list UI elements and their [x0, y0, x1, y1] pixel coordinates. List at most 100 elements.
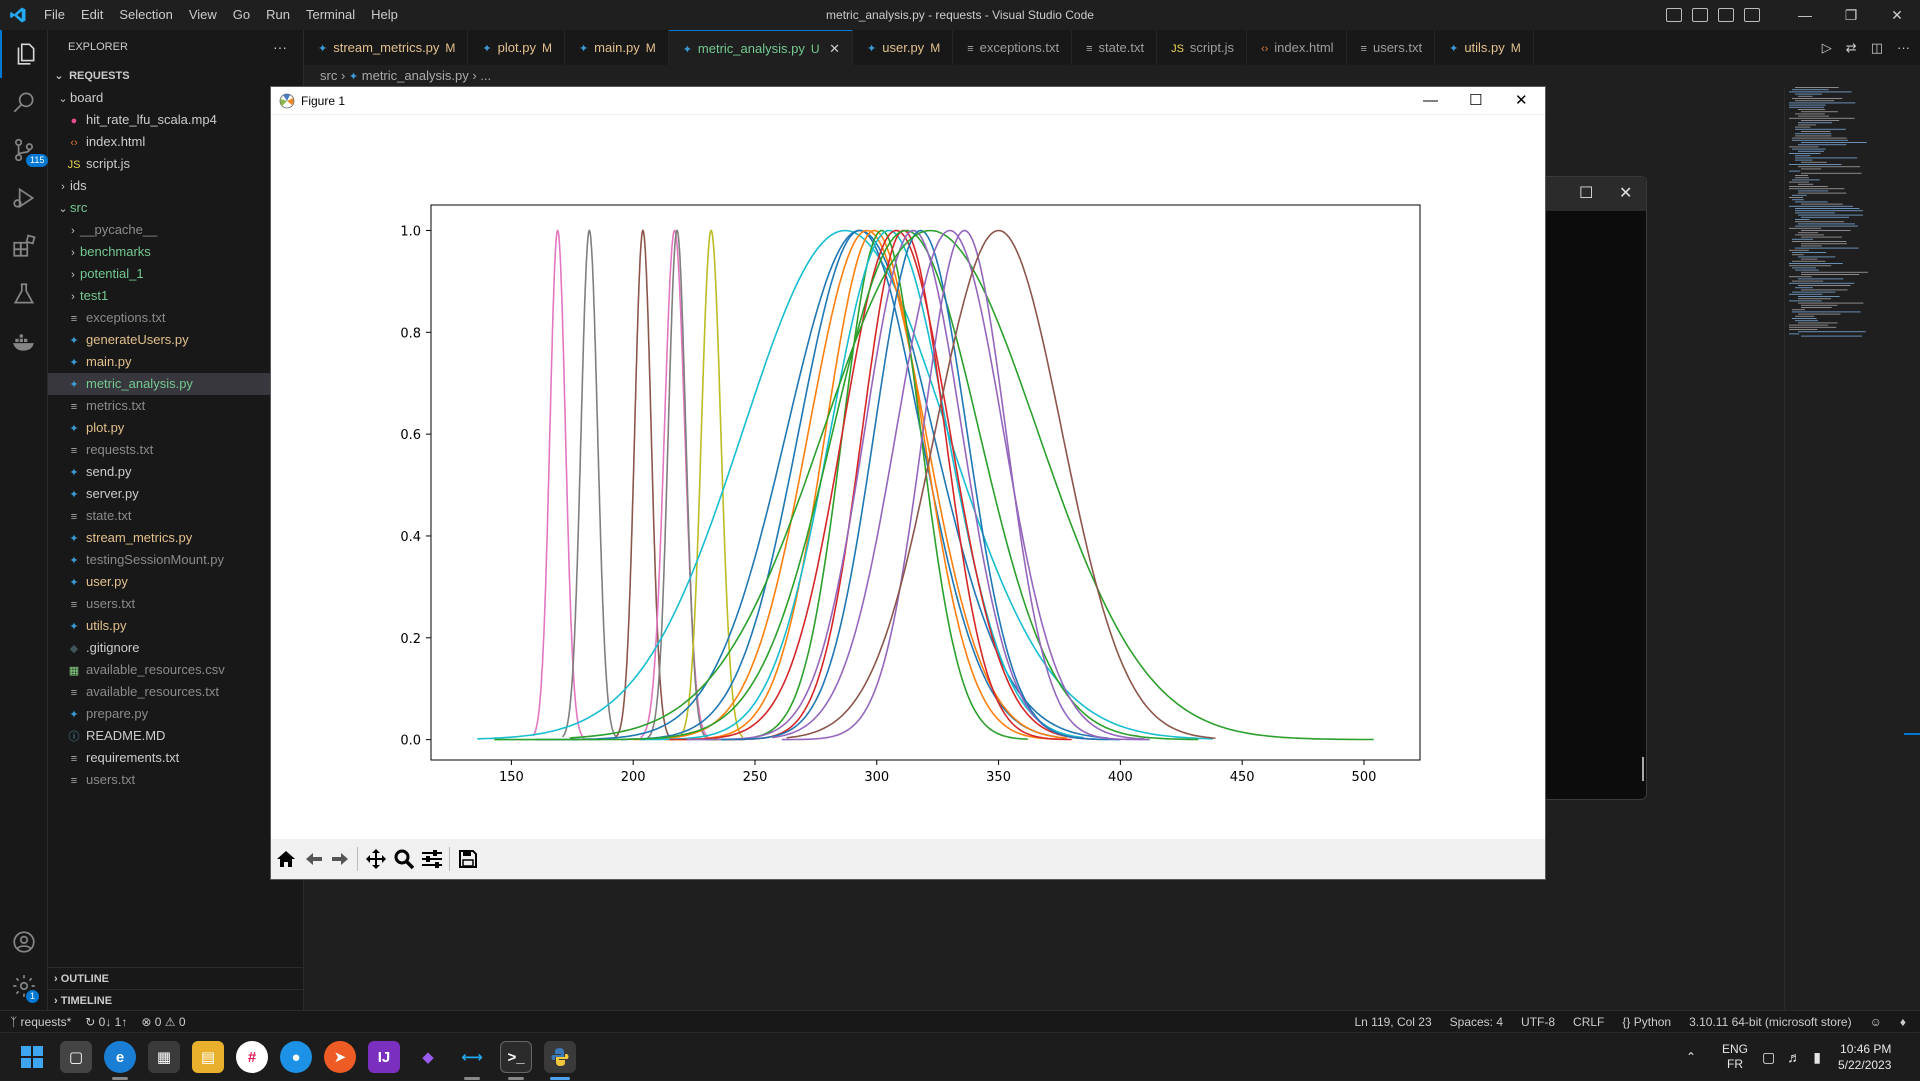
zoom-magnifier-icon[interactable]	[391, 847, 417, 871]
file-item[interactable]: ✦ metric_analysis.py	[48, 373, 303, 395]
run-debug-icon[interactable]	[0, 174, 48, 222]
timeline-section[interactable]: › TIMELINE	[48, 989, 303, 1011]
editor-tab[interactable]: ≡ users.txt	[1347, 30, 1436, 65]
folder-item[interactable]: › benchmarks	[48, 241, 303, 263]
folder-item[interactable]: › test1	[48, 285, 303, 307]
file-item[interactable]: ‹› index.html	[48, 131, 303, 153]
split-editor-icon[interactable]: ◫	[1870, 39, 1883, 55]
save-figure-icon[interactable]	[455, 847, 481, 871]
breadcrumb-file[interactable]: metric_analysis.py	[361, 68, 469, 83]
more-actions-icon[interactable]: ···	[273, 39, 287, 55]
menu-terminal[interactable]: Terminal	[306, 7, 356, 22]
file-item[interactable]: ✦ utils.py	[48, 615, 303, 637]
menu-help[interactable]: Help	[371, 7, 398, 22]
file-item[interactable]: ▦ available_resources.csv	[48, 659, 303, 681]
feedback-icon[interactable]: ☺	[1869, 1015, 1882, 1029]
close-console-button[interactable]: ✕	[1619, 185, 1633, 202]
folder-item[interactable]: › potential_1	[48, 263, 303, 285]
compare-changes-icon[interactable]: ⇄	[1845, 39, 1857, 55]
editor-tab[interactable]: ✦ stream_metrics.py M	[304, 30, 469, 65]
minimap[interactable]	[1784, 87, 1904, 1010]
intellij-icon[interactable]: IJ	[368, 1041, 400, 1073]
python-interpreter[interactable]: 3.10.11 64-bit (microsoft store)	[1689, 1015, 1852, 1029]
clock[interactable]: 10:46 PM 5/22/2023	[1838, 1033, 1891, 1081]
file-item[interactable]: ✦ user.py	[48, 571, 303, 593]
plot-canvas[interactable]: 150 200 250 300 350 400 450 500 0.0 0.2 0.4 0.6 0.8…	[271, 115, 1545, 839]
toggle-secondary-sidebar-icon[interactable]	[1718, 8, 1734, 22]
file-item[interactable]: ≡ available_resources.txt	[48, 681, 303, 703]
file-item[interactable]: ✦ stream_metrics.py	[48, 527, 303, 549]
figure-maximize-button[interactable]: ☐	[1469, 92, 1483, 109]
file-item[interactable]: ≡ requirements.txt	[48, 747, 303, 769]
explorer-icon[interactable]	[0, 30, 48, 78]
search-icon[interactable]	[0, 78, 48, 126]
editor-tab[interactable]: ✦ utils.py M	[1435, 30, 1534, 65]
editor-tab[interactable]: ✦ user.py M	[853, 30, 954, 65]
file-item[interactable]: ⓘ README.MD	[48, 725, 303, 747]
pan-move-icon[interactable]	[363, 847, 389, 871]
breadcrumb-folder[interactable]: src	[320, 68, 338, 83]
file-item[interactable]: ✦ main.py	[48, 351, 303, 373]
system-tray[interactable]: ▢ ♬ ▮	[1762, 1033, 1821, 1081]
slack-icon[interactable]: #	[236, 1041, 268, 1073]
outline-section[interactable]: › OUTLINE	[48, 967, 303, 989]
folder-item[interactable]: › ids	[48, 175, 303, 197]
breadcrumb-more[interactable]: ...	[480, 68, 492, 83]
battery-icon[interactable]: ▮	[1813, 1048, 1821, 1065]
file-item[interactable]: ✦ generateUsers.py	[48, 329, 303, 351]
microsoft-store-icon[interactable]: ▦	[148, 1041, 180, 1073]
terminal-icon[interactable]: >_	[500, 1041, 532, 1073]
menu-view[interactable]: View	[188, 7, 217, 22]
folder-item[interactable]: ⌄ src	[48, 197, 303, 219]
editor-tab[interactable]: ✦ plot.py M	[468, 30, 565, 65]
file-item[interactable]: ✦ send.py	[48, 461, 303, 483]
minimize-button[interactable]: —	[1798, 7, 1812, 23]
customize-layout-icon[interactable]	[1744, 8, 1760, 22]
configure-subplots-icon[interactable]	[419, 847, 445, 871]
menu-run[interactable]: Run	[266, 7, 290, 22]
input-language[interactable]: ENG FR	[1722, 1033, 1748, 1081]
figure-minimize-button[interactable]: —	[1423, 92, 1438, 109]
windows-start-icon[interactable]	[16, 1041, 48, 1073]
git-branch[interactable]: ᛉ requests*	[10, 1011, 71, 1033]
menu-file[interactable]: File	[44, 7, 65, 22]
restore-button[interactable]: ❐	[1844, 7, 1858, 23]
edge-browser-icon[interactable]: e	[104, 1041, 136, 1073]
menu-go[interactable]: Go	[232, 7, 251, 22]
file-item[interactable]: ≡ requests.txt	[48, 439, 303, 461]
accounts-icon[interactable]	[0, 918, 48, 966]
file-item[interactable]: ≡ metrics.txt	[48, 395, 303, 417]
vscode-taskbar-icon[interactable]: ⟷	[461, 1049, 483, 1066]
end-of-line[interactable]: CRLF	[1573, 1015, 1605, 1029]
task-view-icon[interactable]: ▢	[60, 1041, 92, 1073]
file-item[interactable]: ✦ server.py	[48, 483, 303, 505]
source-control-icon[interactable]: 115	[0, 126, 49, 174]
folder-item[interactable]: › __pycache__	[48, 219, 303, 241]
toggle-primary-sidebar-icon[interactable]	[1666, 8, 1682, 22]
forward-arrow-icon[interactable]	[327, 847, 353, 871]
manage-gear-icon[interactable]: 1	[0, 962, 48, 1010]
problems-status[interactable]: ⊗ 0 ⚠ 0	[141, 1015, 186, 1029]
file-item[interactable]: ✦ plot.py	[48, 417, 303, 439]
run-python-icon[interactable]: ▷	[1821, 39, 1832, 55]
network-icon[interactable]: ▢	[1762, 1048, 1776, 1065]
editor-tab[interactable]: ✦ metric_analysis.py U ✕	[668, 30, 854, 65]
testing-flask-icon[interactable]	[0, 270, 48, 318]
editor-tab[interactable]: ≡ state.txt	[1072, 30, 1158, 65]
file-item[interactable]: ≡ exceptions.txt	[48, 307, 303, 329]
show-hidden-icons-chevron-icon[interactable]: ⌃	[1686, 1050, 1697, 1064]
close-tab-icon[interactable]: ✕	[825, 41, 841, 56]
file-item[interactable]: ≡ state.txt	[48, 505, 303, 527]
editor-tab[interactable]: ‹› index.html	[1247, 30, 1347, 65]
editor-tab[interactable]: ≡ exceptions.txt	[953, 30, 1073, 65]
file-item[interactable]: ✦ prepare.py	[48, 703, 303, 725]
postman-icon[interactable]: ➤	[324, 1041, 356, 1073]
encoding[interactable]: UTF-8	[1521, 1015, 1556, 1029]
docker-icon[interactable]	[0, 318, 48, 366]
home-icon[interactable]	[273, 847, 299, 871]
file-item[interactable]: ≡ users.txt	[48, 769, 303, 791]
workspace-root[interactable]: ⌄ REQUESTS	[48, 65, 303, 87]
figure-close-button[interactable]: ✕	[1515, 92, 1528, 109]
file-item[interactable]: ◆ .gitignore	[48, 637, 303, 659]
maximize-console-button[interactable]: ☐	[1579, 185, 1594, 202]
